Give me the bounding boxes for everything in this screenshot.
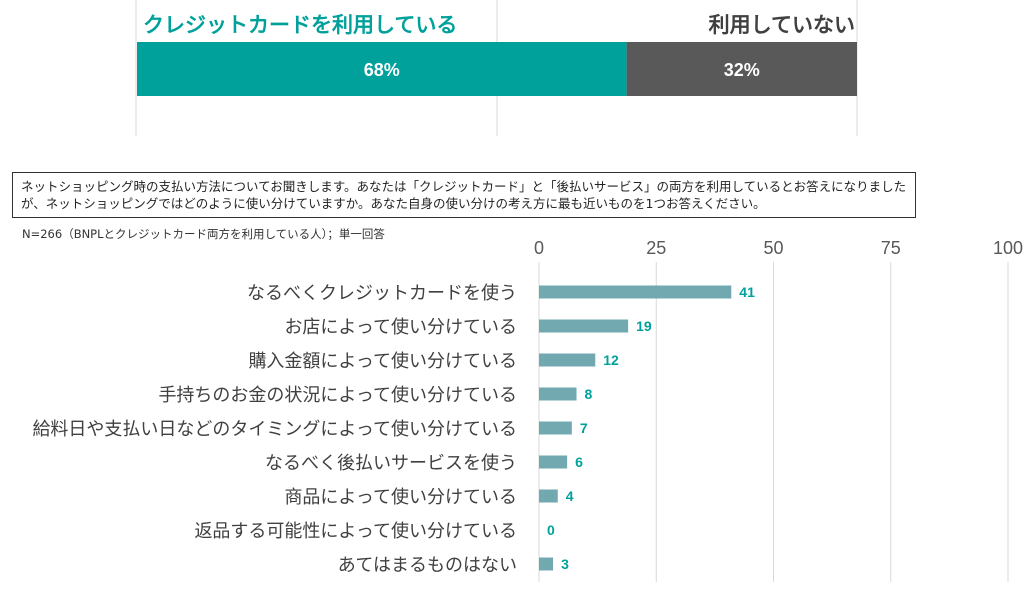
- category-label: 給料日や支払い日などのタイミングによって使い分けている: [32, 419, 517, 440]
- category-label: 商品によって使い分けている: [284, 487, 517, 508]
- tick-label: 100: [993, 238, 1023, 258]
- category-label: なるべく後払いサービスを使う: [265, 453, 517, 474]
- data-label: 6: [575, 454, 583, 470]
- used-label: クレジットカードを利用している: [143, 14, 457, 37]
- usage-share-bar: クレジットカードを利用している 利用していない 68% 32%: [135, 0, 858, 136]
- data-label: 19: [636, 318, 652, 334]
- bar: [539, 489, 558, 503]
- category-label: お店によって使い分けている: [284, 317, 517, 338]
- bar: [539, 285, 732, 299]
- data-label: 7: [580, 420, 588, 436]
- tick-label: 25: [646, 238, 666, 258]
- not-used-segment: [626, 42, 857, 96]
- not-used-percent: 32%: [724, 60, 760, 80]
- bar: [539, 557, 554, 571]
- data-label: 41: [739, 284, 755, 300]
- data-label: 0: [547, 522, 555, 538]
- bar: [539, 353, 596, 367]
- category-label: 購入金額によって使い分けている: [248, 351, 517, 372]
- tick-label: 0: [534, 238, 544, 258]
- tick-label: 50: [763, 238, 783, 258]
- used-segment: [137, 42, 627, 96]
- category-label: あてはまるものはない: [338, 555, 517, 576]
- category-label: 手持ちのお金の状況によって使い分けている: [158, 385, 517, 406]
- sample-note: N=266（BNPLとクレジットカード両方を利用している人）；単一回答: [22, 227, 385, 241]
- category-label: 返品する可能性によって使い分けている: [194, 521, 517, 542]
- bar: [539, 319, 629, 333]
- not-used-label: 利用していない: [709, 14, 855, 37]
- used-percent: 68%: [364, 60, 400, 80]
- question-text: ネットショッピング時の支払い方法についてお聞きします。あなたは「クレジットカード…: [21, 179, 907, 211]
- tick-label: 75: [881, 238, 901, 258]
- data-label: 12: [603, 352, 619, 368]
- question-box: ネットショッピング時の支払い方法についてお聞きします。あなたは「クレジットカード…: [12, 172, 916, 218]
- category-label: なるべくクレジットカードを使う: [247, 283, 517, 304]
- data-label: 8: [585, 386, 593, 402]
- bar: [539, 387, 577, 401]
- bar: [539, 421, 572, 435]
- data-label: 4: [566, 488, 574, 504]
- data-label: 3: [561, 556, 569, 572]
- bar: [539, 455, 568, 469]
